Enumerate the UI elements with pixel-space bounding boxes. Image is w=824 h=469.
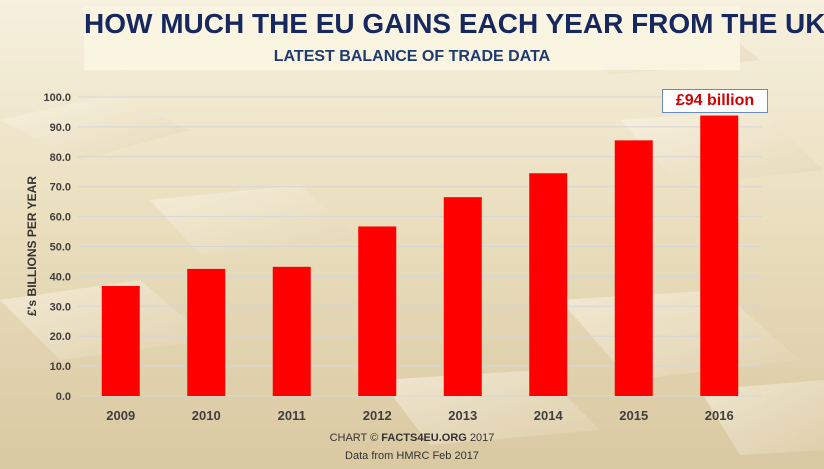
- bar-2013: [443, 197, 482, 396]
- bar-2015: [614, 140, 653, 396]
- credit-suffix: 2017: [466, 432, 495, 444]
- x-tick-label-2014: 2014: [534, 408, 564, 423]
- x-tick-label-2011: 2011: [278, 408, 306, 423]
- y-tick-label: 30.0: [50, 301, 71, 313]
- total-callout: £94 billion: [662, 89, 768, 113]
- x-tick-label-2016: 2016: [705, 408, 734, 423]
- y-tick-label: 0.0: [56, 391, 71, 403]
- y-tick-label: 50.0: [50, 242, 71, 254]
- bar-2014: [529, 173, 568, 396]
- y-tick-label: 10.0: [50, 361, 71, 373]
- x-tick-label-2009: 2009: [106, 408, 135, 423]
- x-tick-label-2015: 2015: [619, 408, 648, 423]
- bars: [101, 115, 739, 397]
- data-source: Data from HMRC Feb 2017: [345, 450, 479, 462]
- gridlines: [78, 96, 762, 397]
- bar-2011: [272, 266, 311, 396]
- y-tick-label: 20.0: [50, 331, 71, 343]
- x-tick-label-2013: 2013: [448, 408, 477, 423]
- chart-credit: CHART © FACTS4EU.ORG 2017: [300, 432, 524, 444]
- chart-title: HOW MUCH THE EU GAINS EACH YEAR FROM THE…: [84, 8, 824, 39]
- y-tick-labels: 0.0 10.0 20.0 30.0 40.0 50.0 60.0 70.0 80.0 90.0 1…: [43, 92, 71, 403]
- title-box: [84, 6, 740, 70]
- y-tick-label: 40.0: [50, 271, 71, 283]
- y-tick-label: 100.0: [43, 92, 71, 104]
- y-tick-label: 90.0: [50, 122, 71, 134]
- y-tick-label: 60.0: [50, 212, 71, 224]
- credit-brand: FACTS4EU.ORG: [381, 432, 467, 444]
- x-tick-label-2010: 2010: [192, 408, 221, 423]
- bar-2016: [700, 115, 739, 397]
- bar-2012: [358, 226, 397, 396]
- x-tick-label-2012: 2012: [363, 408, 392, 423]
- y-axis-label: £'s BILLIONS PER YEAR: [25, 176, 39, 316]
- y-tick-label: 80.0: [50, 152, 71, 164]
- x-tick-labels: 2009 2010 2011 2012 2013 2014 2015 2016: [106, 408, 733, 423]
- credit-prefix: CHART ©: [329, 432, 382, 444]
- bar-2009: [101, 285, 140, 396]
- bar-2010: [187, 268, 226, 396]
- chart-subtitle: LATEST BALANCE OF TRADE DATA: [273, 48, 551, 65]
- y-tick-label: 70.0: [50, 182, 71, 194]
